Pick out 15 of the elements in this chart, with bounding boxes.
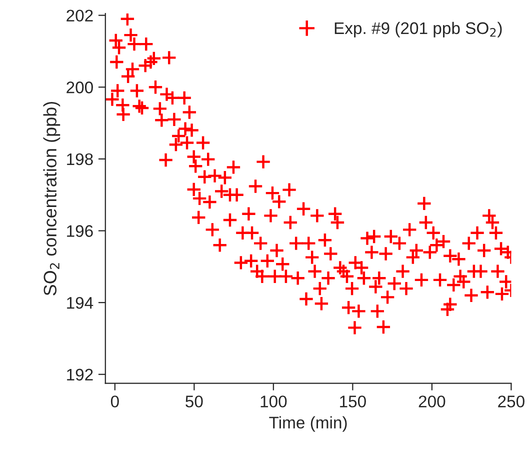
x-tick-label: 50 <box>186 396 203 408</box>
y-tick-label: 200 <box>66 82 93 94</box>
x-tick-label: 150 <box>340 396 366 408</box>
y-tick-label: 196 <box>67 225 93 237</box>
y-axis-title: SO$_{2}$ concentration (ppb) <box>43 102 60 296</box>
y-tick-label: 194 <box>67 296 94 309</box>
legend-label: Exp. #9 (201 ppb SO$_{2}$) <box>334 22 502 38</box>
y-tick-label: 192 <box>67 368 93 381</box>
x-axis-title: Time (min) <box>269 416 347 432</box>
x-tick-label: 200 <box>418 396 446 408</box>
y-tick-label: 198 <box>67 153 93 166</box>
y-tick-label: 202 <box>66 10 93 22</box>
x-tick-label: 250 <box>498 396 524 408</box>
x-tick-label: 100 <box>260 396 287 408</box>
x-tick-label: 0 <box>110 396 119 408</box>
